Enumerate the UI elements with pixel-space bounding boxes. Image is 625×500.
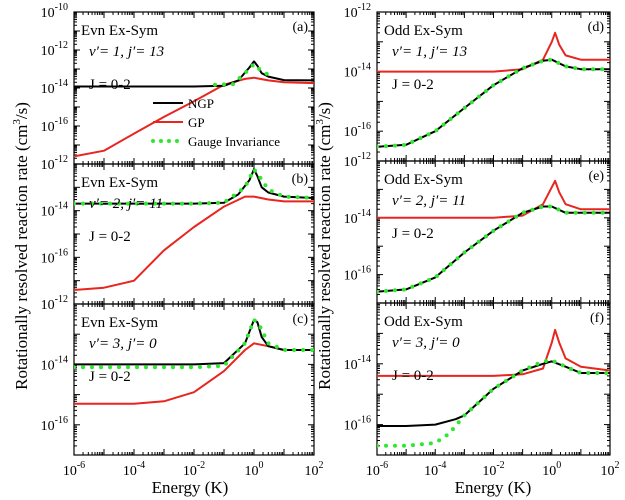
y-tick-label: 10-14 [344, 62, 371, 81]
y-tick-label: 10-12 [41, 294, 68, 313]
panel-c: 10-6 10-4 10-2 100 102 10-16 10-14 10-12 Evn Ex-… [41, 294, 324, 479]
y-tick-label: 10-16 [344, 121, 371, 140]
panel-state: v′= 2, j′= 11 [392, 193, 466, 209]
y-tick-label: 10-14 [41, 354, 68, 373]
x-tick-label: 10-6 [63, 460, 85, 479]
panel-jrange: J = 0-2 [392, 77, 434, 93]
panel-state: v′= 1, j′= 13 [89, 44, 164, 60]
y-tick-label: 10-16 [344, 265, 371, 284]
panel-jrange: J = 0-2 [89, 229, 131, 245]
series-gauge-invariance-line [377, 358, 610, 448]
panel-e: 10-16 10-14 10-12 Odd Ex-Sym v′= 2, j′= 11 J … [344, 151, 611, 304]
legend-label: Gauge Invariance [188, 134, 280, 149]
y-tick-label: 10-14 [344, 354, 371, 373]
series-ngp-line [377, 205, 610, 293]
y-tick-label: 10-12 [344, 151, 371, 170]
series-gauge-invariance-line [377, 57, 610, 149]
series-gp-line [74, 195, 314, 291]
y-axis-title-right: Rotationally resolved reaction rate (cm3… [314, 102, 334, 390]
panel-a: 10-16 10-14 10-12 10-10 Evn Ex-Sym v′= 1, j′=… [41, 2, 315, 165]
panel-letter: (f) [590, 311, 604, 326]
panel-title: Evn Ex-Sym [81, 315, 158, 331]
y-axis-title-left: Rotationally resolved reaction rate (cm3… [11, 102, 31, 390]
series-group [377, 179, 610, 294]
panel-b: 10-16 10-14 10-12 Evn Ex-Sym v′= 2, j′= 11 J … [41, 154, 315, 305]
series-group [377, 328, 610, 448]
panel-jrange: J = 0-2 [392, 368, 434, 384]
panel-state: v′= 3, j′= 0 [89, 336, 157, 352]
series-gp-line [377, 328, 610, 377]
panel-f: 10-6 10-4 10-2 100 102 10-16 10-14 Odd Ex-Sym v′… [344, 302, 620, 479]
panel-letter: (d) [588, 20, 605, 35]
series-ngp-line [377, 58, 610, 148]
y-tick-label: 10-14 [344, 208, 371, 227]
series-group [74, 317, 314, 405]
x-axis-title-left: Energy (K) [152, 478, 229, 497]
panel-jrange: J = 0-2 [89, 369, 131, 385]
panel-letter: (b) [292, 172, 309, 187]
panel-title: Odd Ex-Sym [384, 172, 463, 188]
x-tick-label: 10-4 [424, 460, 446, 479]
series-gauge-invariance-line [74, 167, 314, 206]
series-group [74, 60, 314, 158]
panel-letter: (a) [292, 20, 308, 35]
x-tick-label: 10-2 [482, 460, 504, 479]
panel-jrange: J = 0-2 [392, 226, 434, 242]
y-tick-label: 10-12 [41, 154, 68, 173]
y-tick-label: 10-14 [41, 78, 68, 97]
series-gauge-invariance-line [213, 62, 271, 87]
panel-letter: (c) [292, 312, 308, 327]
x-tick-label: 102 [601, 460, 620, 479]
x-tick-label: 10-4 [123, 460, 145, 479]
series-gp-line [377, 31, 610, 73]
x-tick-label: 10-2 [183, 460, 205, 479]
y-tick-label: 10-16 [41, 247, 68, 266]
x-axis-title-right: Energy (K) [455, 478, 532, 497]
legend-label: NGP [188, 96, 214, 111]
y-tick-label: 10-12 [344, 2, 371, 21]
x-tick-label: 102 [305, 460, 324, 479]
series-group [377, 31, 610, 149]
y-tick-label: 10-14 [41, 201, 68, 220]
y-tick-label: 10-12 [41, 40, 68, 59]
series-gauge-invariance-line [377, 204, 610, 294]
panel-state: v′= 2, j′= 11 [89, 196, 163, 212]
panel-title: Odd Ex-Sym [384, 314, 463, 330]
legend-label: GP [188, 115, 205, 130]
panel-title: Odd Ex-Sym [384, 23, 463, 39]
series-group [74, 167, 314, 291]
panel-state: v′= 3, j′= 0 [392, 335, 460, 351]
legend: NGP GP Gauge Invariance [151, 96, 280, 149]
panel-state: v′= 1, j′= 13 [392, 44, 467, 60]
y-tick-label: 10-10 [41, 2, 68, 21]
panel-letter: (e) [588, 169, 604, 184]
panel-title: Evn Ex-Sym [81, 23, 158, 39]
panel-jrange: J = 0-2 [89, 77, 131, 93]
x-tick-label: 100 [245, 460, 264, 479]
y-tick-label: 10-16 [344, 415, 371, 434]
x-tick-label: 100 [542, 460, 561, 479]
y-tick-label: 10-16 [41, 116, 68, 135]
y-tick-label: 10-16 [41, 415, 68, 434]
series-ngp-line [377, 360, 610, 427]
x-tick-label: 10-6 [366, 460, 388, 479]
series-gauge-invariance-line [74, 317, 314, 370]
series-gp-line [377, 179, 610, 219]
panel-d: 10-16 10-14 10-12 Odd Ex-Sym v′= 1, j′= 13 J … [344, 2, 611, 162]
panel-title: Evn Ex-Sym [81, 175, 158, 191]
